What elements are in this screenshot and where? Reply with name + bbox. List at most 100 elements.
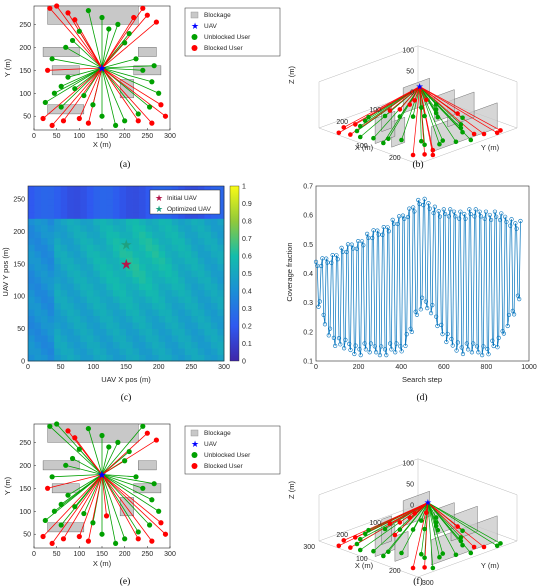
heatmap-cell (132, 348, 140, 355)
heatmap-cell (80, 348, 88, 355)
heatmap-cell (197, 263, 205, 271)
coverage-point (423, 299, 429, 304)
heatmap-cell (67, 224, 75, 232)
unblocked-link (419, 86, 444, 141)
unblocked-link (49, 426, 103, 475)
heatmap-cell (28, 348, 35, 355)
heatmap-cell (86, 328, 94, 336)
unblocked-link (101, 65, 155, 69)
unblocked-user-point (430, 565, 436, 571)
unblocked-user-point (357, 547, 363, 553)
heatmap-cell (145, 231, 153, 239)
heatmap-cell (210, 263, 218, 271)
heatmap-cell (47, 296, 55, 304)
heatmap-cell (217, 211, 225, 219)
blocked-user-point (481, 131, 487, 137)
heatmap-cell (41, 348, 48, 355)
heatmap-cell (210, 276, 218, 284)
heatmap-cell (171, 283, 179, 291)
heatmap-cell (119, 315, 127, 323)
heatmap-cell (197, 309, 205, 317)
heatmap-cell (60, 302, 68, 310)
blocked-user-point (85, 538, 91, 544)
heatmap-cell (80, 289, 88, 297)
unblocked-user-point (399, 137, 404, 143)
unblocked-link (88, 10, 103, 69)
unblocked-user-point (90, 520, 96, 526)
heatmap-cell (99, 341, 107, 349)
unblocked-user-point (47, 423, 53, 429)
heatmap-cell (197, 186, 205, 193)
unblocked-user-point (90, 102, 96, 108)
heatmap-cell (217, 224, 225, 232)
heatmap-cell (28, 250, 35, 258)
blocked-user-point (149, 120, 155, 126)
heatmap-cell (86, 348, 94, 355)
coverage-point (501, 331, 506, 336)
coverage-point (518, 218, 523, 224)
colorbar-tick-label: 0.9 (242, 201, 252, 208)
coverage-point (483, 209, 489, 214)
heatmap-cell (80, 263, 88, 271)
heatmap-cell (191, 289, 199, 297)
heatmap-cell (41, 354, 48, 362)
unblocked-user-point (151, 63, 157, 69)
heatmap-cell (158, 296, 166, 304)
heatmap-cell (99, 328, 107, 336)
coverage-point (404, 332, 409, 337)
coverage-point (487, 212, 492, 218)
heatmap-cell (41, 250, 48, 258)
heatmap-cell (47, 218, 55, 226)
heatmap-cell (145, 244, 153, 252)
heatmap-cell (139, 231, 146, 239)
heatmap-cell (217, 348, 225, 355)
blockage-wall (431, 515, 498, 566)
heatmap-cell (191, 218, 199, 226)
heatmap-cell (106, 328, 114, 336)
blockage (51, 483, 80, 494)
heatmap-cell (119, 348, 127, 355)
heatmap-cell (191, 276, 199, 284)
heatmap-cell (158, 276, 166, 284)
x-tick-label: 200 (119, 551, 131, 558)
heatmap-cell (41, 192, 48, 200)
heatmap-cell (132, 218, 140, 226)
heatmap-cell (204, 296, 212, 304)
coverage-point (339, 245, 344, 250)
unblocked-link (101, 67, 152, 83)
unblocked-link (427, 502, 462, 538)
heatmap-cell (67, 341, 75, 349)
heatmap-cell (28, 328, 35, 336)
heatmap-cell (204, 322, 212, 329)
unblocked-user-point (147, 522, 153, 528)
heatmap-cell (93, 263, 101, 271)
coverage-point (357, 347, 362, 352)
heatmap-cell (119, 198, 127, 206)
heatmap-cell (47, 224, 55, 232)
coverage-point (445, 331, 450, 337)
heatmap-cell (93, 205, 101, 213)
coverage-point (344, 249, 349, 255)
heatmap-cell (145, 296, 153, 304)
legend-uav-swatch: ★ (191, 21, 199, 31)
blocked-link (74, 19, 103, 69)
coverage-point (359, 239, 365, 244)
x-tick-label: 300 (218, 364, 230, 371)
unblocked-link (427, 502, 462, 542)
heatmap-cell (67, 205, 75, 213)
heatmap-cell (67, 335, 75, 342)
unblocked-user-point (453, 552, 459, 558)
colorbar-tick-label: 0.4 (242, 289, 252, 296)
heatmap-cell (210, 341, 218, 349)
coverage-point (386, 229, 391, 234)
heatmap-cell (112, 296, 120, 304)
blockage (47, 522, 85, 533)
heatmap-cell (60, 218, 68, 226)
heatmap-cell (165, 231, 173, 239)
heatmap-cell (171, 244, 179, 252)
heatmap-cell (184, 231, 192, 239)
legend-optimized-label: Optimized UAV (167, 206, 212, 213)
heatmap-cell (47, 309, 55, 317)
heatmap-cell (119, 302, 127, 310)
heatmap-cell (73, 289, 81, 297)
